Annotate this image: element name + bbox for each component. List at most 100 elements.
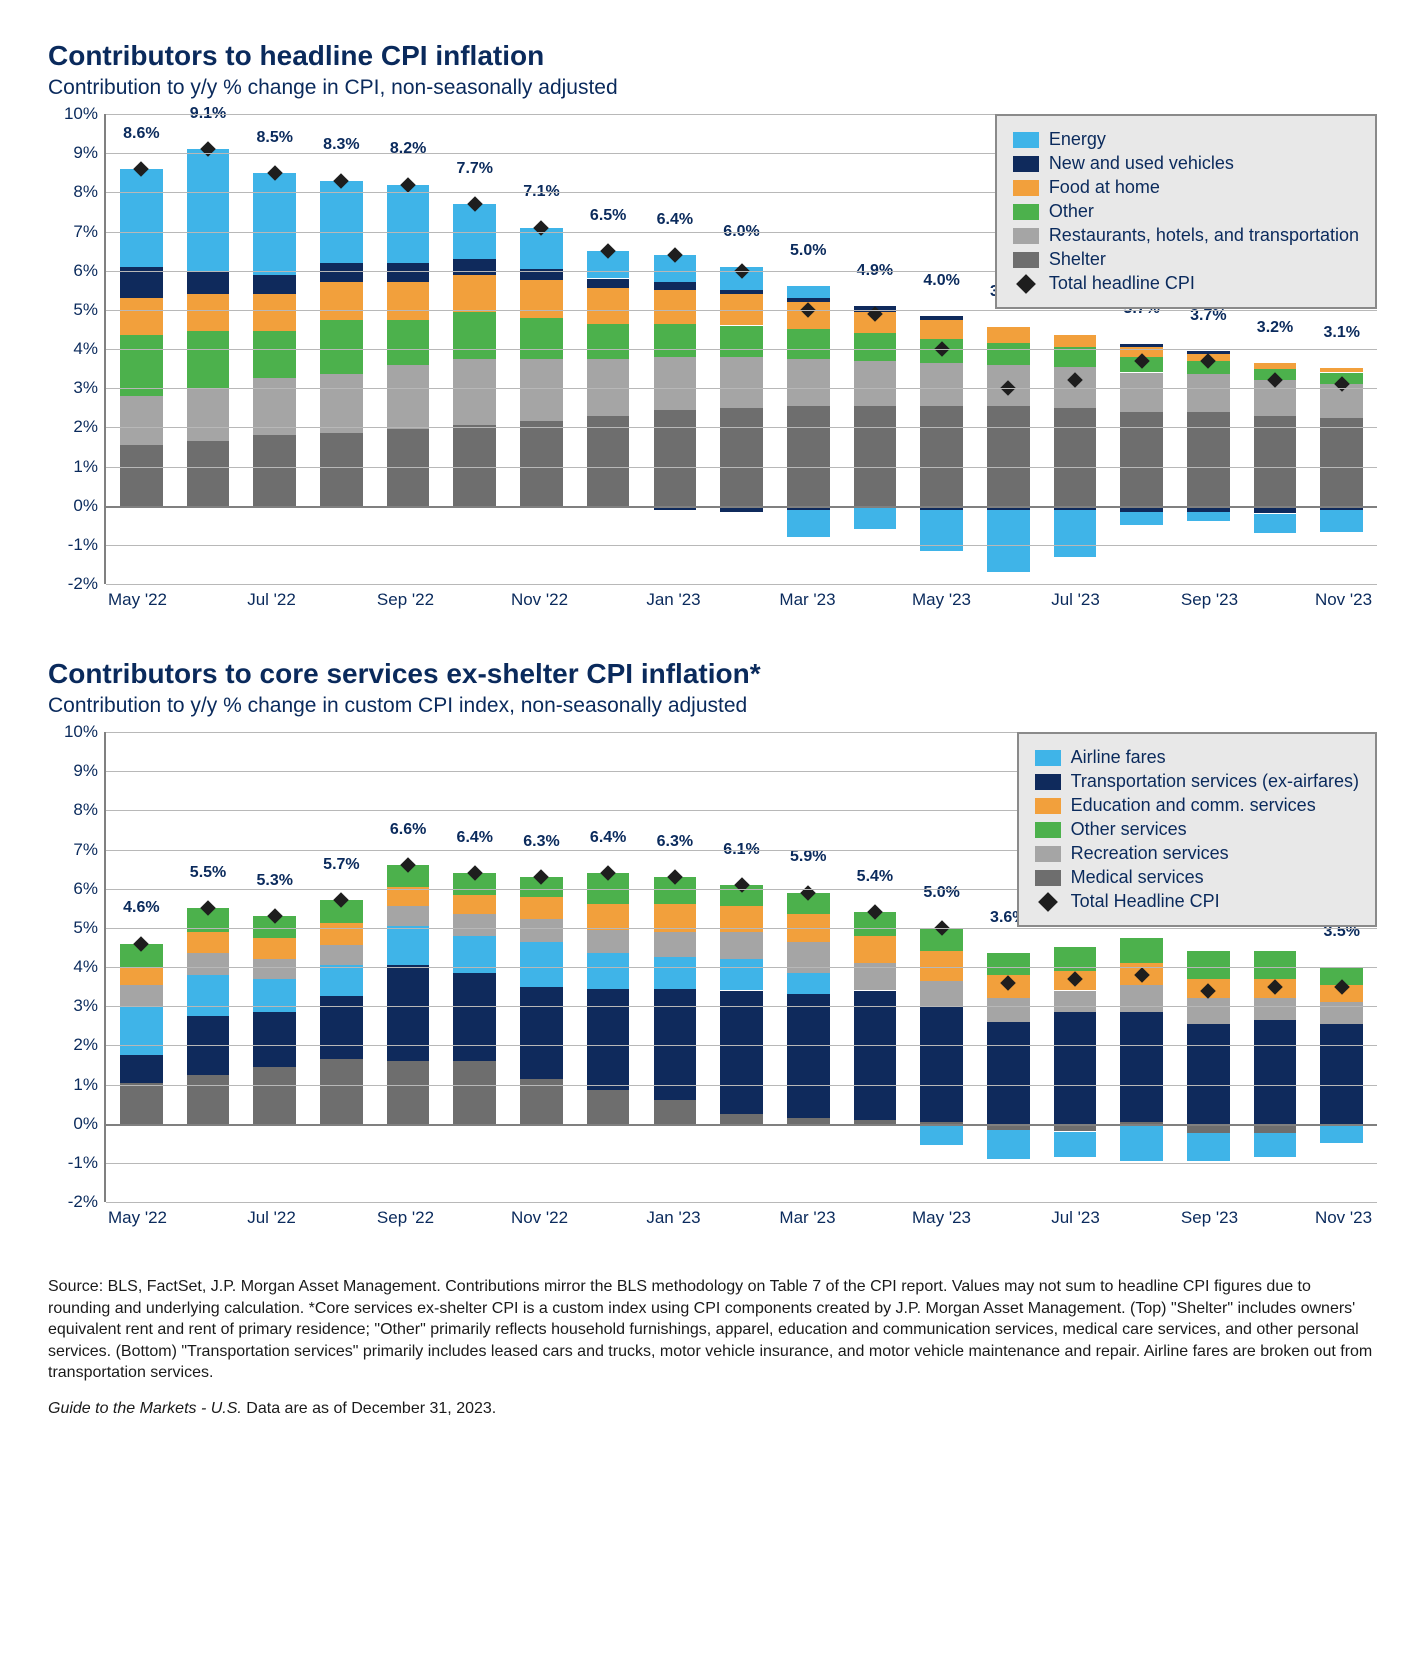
bar-segment-rht xyxy=(320,374,363,433)
bar-segment-energy-neg xyxy=(854,508,897,530)
x-tick-label: Jul '22 xyxy=(238,590,305,610)
x-tick-label xyxy=(573,590,640,610)
x-tick-label: Mar '23 xyxy=(774,590,841,610)
chart-2-block: Contributors to core services ex-shelter… xyxy=(48,658,1377,1228)
bar-segment-vehicles xyxy=(387,263,430,283)
total-label: 5.9% xyxy=(790,848,826,866)
legend-item: New and used vehicles xyxy=(1013,153,1359,174)
bar-segment-recreation xyxy=(720,932,763,959)
legend-item: Other xyxy=(1013,201,1359,222)
bar-segment-recreation xyxy=(787,942,830,973)
legend-label: Shelter xyxy=(1049,249,1106,270)
x-tick-label xyxy=(975,1208,1042,1228)
bar-segment-airline xyxy=(120,1006,163,1055)
total-label: 7.7% xyxy=(457,160,493,178)
x-tick-label xyxy=(439,1208,506,1228)
legend-label: New and used vehicles xyxy=(1049,153,1234,174)
bar-segment-rht xyxy=(520,359,563,422)
bar-segment-educomm xyxy=(453,895,496,915)
gridline xyxy=(106,467,1377,468)
footnote: Source: BLS, FactSet, J.P. Morgan Asset … xyxy=(48,1276,1377,1384)
x-tick-label xyxy=(439,590,506,610)
bar-segment-rht xyxy=(654,357,697,410)
legend-swatch xyxy=(1035,870,1061,886)
bar-segment-medical xyxy=(120,1083,163,1124)
bar-segment-transport xyxy=(453,973,496,1061)
bar-segment-energy-neg xyxy=(1054,510,1097,557)
bar-segment-airline-neg xyxy=(1320,1126,1363,1144)
legend-item: Energy xyxy=(1013,129,1359,150)
bar-segment-other xyxy=(187,331,230,388)
legend-item: Restaurants, hotels, and transportation xyxy=(1013,225,1359,246)
bar-segment-food xyxy=(587,288,630,323)
y-tick-label: 5% xyxy=(50,918,98,938)
gridline xyxy=(106,1085,1377,1086)
bar-segment-energy xyxy=(387,185,430,263)
y-tick-label: 10% xyxy=(50,722,98,742)
x-tick-label: Jan '23 xyxy=(640,1208,707,1228)
legend-swatch xyxy=(1035,798,1061,814)
total-label: 6.4% xyxy=(657,211,693,229)
bar-segment-other xyxy=(654,324,697,357)
total-label: 6.3% xyxy=(657,833,693,851)
y-tick-label: 7% xyxy=(50,222,98,242)
legend-label: Energy xyxy=(1049,129,1106,150)
x-tick-label xyxy=(573,1208,640,1228)
legend-item: Transportation services (ex-airfares) xyxy=(1035,771,1359,792)
total-label: 8.6% xyxy=(123,125,159,143)
bar-segment-educomm xyxy=(520,897,563,919)
total-label: 6.4% xyxy=(457,829,493,847)
bar-segment-shelter xyxy=(320,433,363,505)
bar-segment-other xyxy=(587,324,630,359)
y-tick-label: -2% xyxy=(50,1192,98,1212)
bar-segment-recreation xyxy=(387,906,430,926)
legend-swatch xyxy=(1013,180,1039,196)
x-tick-label xyxy=(975,590,1042,610)
bar-segment-other xyxy=(720,326,763,357)
bar-segment-shelter xyxy=(1320,418,1363,506)
bar-segment-other xyxy=(120,335,163,396)
legend-label: Transportation services (ex-airfares) xyxy=(1071,771,1359,792)
gridline xyxy=(106,310,1377,311)
total-label: 5.4% xyxy=(857,868,893,886)
bar-segment-otherServ xyxy=(1187,951,1230,978)
bar-segment-recreation xyxy=(654,932,697,957)
bar-segment-rht xyxy=(1187,374,1230,411)
x-tick-label: May '23 xyxy=(908,1208,975,1228)
y-tick-label: 3% xyxy=(50,378,98,398)
legend-label: Other services xyxy=(1071,819,1187,840)
bar-segment-shelter xyxy=(854,406,897,506)
bar-segment-vehicles xyxy=(253,275,296,295)
bar-segment-other xyxy=(787,329,830,358)
bar-segment-recreation xyxy=(1054,991,1097,1013)
bar-segment-other xyxy=(453,312,496,359)
bar-segment-rht xyxy=(920,363,963,406)
bar-segment-vehicles xyxy=(453,259,496,275)
bar-segment-vehicles xyxy=(1120,344,1163,347)
bar-segment-rht xyxy=(187,388,230,441)
bar-segment-recreation xyxy=(1187,998,1230,1023)
bar-segment-airline-neg xyxy=(1120,1124,1163,1161)
bar-segment-shelter xyxy=(654,410,697,506)
bar-segment-recreation xyxy=(520,919,563,942)
bar-segment-airline xyxy=(320,965,363,996)
bar-segment-medical xyxy=(187,1075,230,1124)
bar-segment-vehicles xyxy=(320,263,363,283)
bar-segment-transport xyxy=(854,991,897,1120)
total-label: 5.0% xyxy=(790,242,826,260)
total-label: 3.2% xyxy=(1257,319,1293,337)
x-tick-label: Jul '22 xyxy=(238,1208,305,1228)
total-label: 5.7% xyxy=(323,856,359,874)
bar-segment-shelter xyxy=(920,406,963,506)
x-tick-label: Mar '23 xyxy=(774,1208,841,1228)
bar-segment-transport xyxy=(520,987,563,1079)
x-tick-label xyxy=(305,1208,372,1228)
total-label: 8.2% xyxy=(390,140,426,158)
bar-segment-vehicles xyxy=(654,282,697,290)
bar-segment-shelter xyxy=(253,435,296,506)
legend-swatch xyxy=(1035,822,1061,838)
gridline xyxy=(106,928,1377,929)
y-tick-label: 6% xyxy=(50,879,98,899)
gridline xyxy=(106,1163,1377,1164)
legend-item: Other services xyxy=(1035,819,1359,840)
